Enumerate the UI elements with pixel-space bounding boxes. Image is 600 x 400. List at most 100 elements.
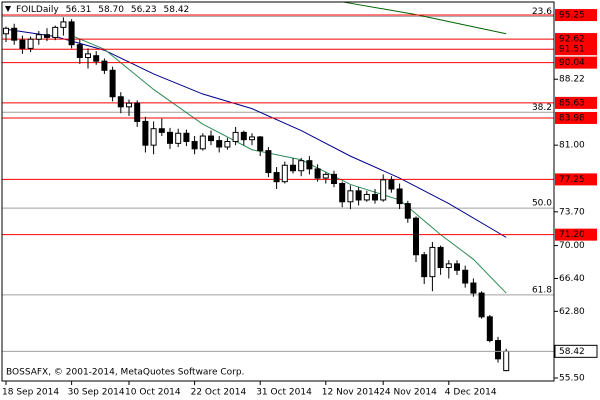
candle-body [216, 140, 223, 148]
level-label: 71.20 [559, 230, 585, 240]
level-box [555, 43, 597, 56]
candle-body [388, 179, 395, 190]
candle-body [257, 136, 264, 152]
level-label: 92.62 [559, 35, 585, 45]
candle-body [27, 38, 34, 49]
low-label: 56.23 [131, 5, 157, 15]
fibo-label: 23.6 [532, 7, 552, 17]
level-box [555, 173, 597, 186]
level-box [555, 33, 597, 46]
candle-body [199, 135, 206, 150]
candle-body [421, 254, 428, 278]
plot-frame [1, 1, 555, 382]
level-label: 90.04 [559, 58, 585, 68]
y-tick-label: 70.00 [559, 241, 585, 251]
candle-body [470, 282, 477, 294]
candle-body [265, 150, 272, 174]
close-label: 58.42 [164, 5, 190, 15]
candle-body [306, 160, 313, 170]
candle-body [249, 136, 255, 141]
level-label: 83.98 [559, 113, 585, 123]
candle-body [150, 128, 157, 146]
candle-body [93, 55, 100, 62]
x-tick-label: 4 Dec 2014 [445, 388, 497, 398]
candle-body [347, 190, 354, 203]
candle-body [191, 141, 198, 150]
x-tick-label: 30 Sep 2014 [68, 388, 125, 398]
candle-body [85, 53, 91, 59]
high-label: 58.70 [98, 5, 124, 15]
candle-body [109, 69, 116, 98]
level-box [555, 228, 597, 241]
candle-body [76, 44, 83, 59]
x-tick-label: 12 Nov 2014 [322, 388, 380, 398]
x-tick-label: 24 Nov 2014 [379, 388, 437, 398]
candle-body [503, 350, 510, 372]
candle-body [3, 27, 9, 35]
x-tick-label: 22 Oct 2014 [191, 388, 247, 398]
level-box [555, 96, 597, 109]
candle-body [273, 172, 280, 183]
level-label: 91.51 [559, 45, 585, 55]
candle-body [396, 188, 403, 205]
candle-body [437, 246, 444, 269]
candle-body [314, 168, 321, 179]
open-label: 56.31 [66, 5, 92, 15]
fibo-label: 38.2 [532, 103, 552, 113]
candle-body [101, 60, 108, 71]
candle-body [322, 173, 329, 179]
price-label: 58.42 [559, 347, 585, 357]
level-box [555, 56, 597, 69]
level-label: 95.25 [559, 11, 585, 21]
candle-body [355, 190, 362, 201]
candle-body [175, 132, 182, 144]
fibo-label: 50.0 [532, 199, 552, 209]
candle-body [478, 292, 485, 318]
y-tick-label: 88.22 [559, 75, 585, 85]
fibo-label: 61.8 [532, 285, 552, 295]
level-label: 85.63 [559, 98, 585, 108]
candle-body [240, 131, 247, 141]
candle-body [413, 217, 419, 256]
candle-body [44, 34, 50, 38]
candle-body [495, 340, 501, 360]
candle-body [404, 203, 411, 219]
candle-body [35, 34, 42, 40]
plot-area: 23.6 38.2 50.0 61.8 [2, 1, 554, 372]
candle-body [445, 263, 452, 269]
candle-body [52, 26, 59, 38]
candle-body [290, 164, 296, 172]
candle-body [19, 39, 26, 49]
candle-body [429, 246, 436, 278]
candle-body [126, 102, 132, 108]
footer: BOSSAFX, © 2001-2014, MetaQuotes Softwar… [6, 368, 244, 378]
candle-body [232, 131, 239, 143]
candle-body [158, 128, 165, 133]
moving-average [5, 28, 507, 238]
level-box [555, 111, 597, 124]
symbol: FOILDaily [16, 5, 59, 15]
y-tick-label: 81.00 [559, 141, 585, 151]
header-icon [5, 6, 11, 12]
candle-body [142, 120, 149, 146]
candle-body [11, 27, 18, 41]
x-tick-label: 10 Oct 2014 [125, 388, 181, 398]
y-tick-label: 55.50 [559, 373, 585, 383]
y-tick-label: 62.80 [559, 307, 585, 317]
candle-body [208, 135, 214, 142]
candle-body [281, 164, 288, 183]
candle-body [454, 263, 460, 271]
y-tick-label: 66.40 [559, 274, 585, 284]
candle-body [363, 193, 370, 201]
x-tick-label: 31 Oct 2014 [256, 388, 312, 398]
candle-body [68, 21, 75, 46]
candle-body [60, 21, 67, 28]
candle-body [339, 183, 346, 203]
candle-body [224, 141, 231, 148]
candle-body [167, 131, 173, 144]
candle-body [486, 316, 493, 342]
candle-body [380, 179, 387, 201]
price-box [554, 344, 598, 358]
candle-body [117, 96, 124, 108]
